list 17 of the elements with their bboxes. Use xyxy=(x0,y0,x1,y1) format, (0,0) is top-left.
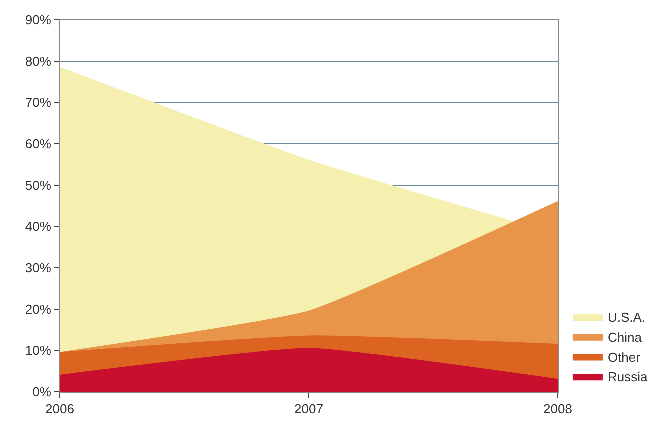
legend-label: Russia xyxy=(608,370,648,385)
y-tick-label: 40% xyxy=(25,219,52,234)
y-tick-label: 10% xyxy=(25,343,52,358)
legend-label: U.S.A. xyxy=(608,310,646,326)
legend-label: Other xyxy=(608,350,642,365)
y-tick-label: 70% xyxy=(25,95,52,110)
y-tick-label: 20% xyxy=(25,302,52,317)
x-tick-label: 2007 xyxy=(294,402,324,417)
y-tick-label: 0% xyxy=(32,384,52,400)
y-tick-label: 50% xyxy=(25,178,52,193)
x-tick-label: 2008 xyxy=(544,402,572,417)
y-tick-label: 60% xyxy=(25,136,52,152)
x-tick-label: 2006 xyxy=(46,402,74,417)
y-tick-label: 80% xyxy=(25,54,52,69)
legend-label: China xyxy=(608,330,643,345)
y-tick-label: 30% xyxy=(25,260,52,276)
y-tick-label: 90% xyxy=(25,12,52,28)
